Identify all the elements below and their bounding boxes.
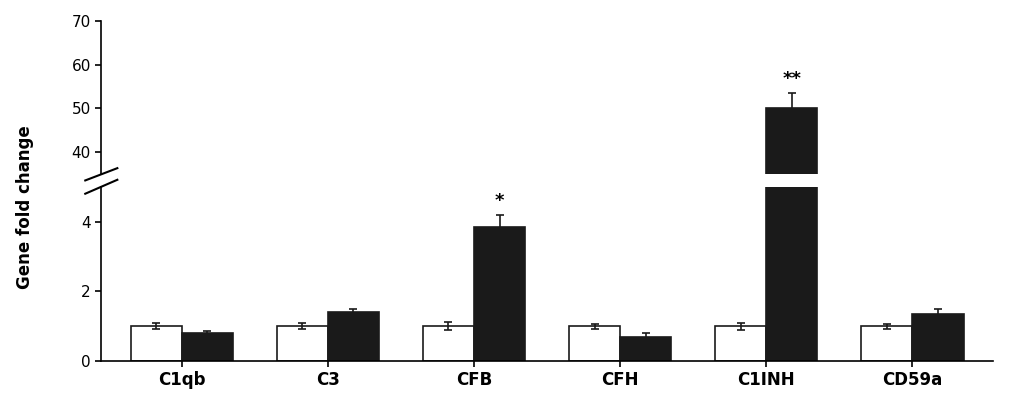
Bar (861, 323, 913, 328)
Bar (474, 227, 525, 361)
Bar (766, 108, 817, 328)
Bar (569, 323, 620, 328)
Bar (328, 312, 379, 361)
Bar (328, 322, 379, 328)
Bar (422, 323, 474, 328)
Text: **: ** (782, 70, 801, 88)
Bar (620, 325, 672, 328)
Bar (131, 323, 181, 328)
Text: *: * (494, 193, 504, 210)
Bar (861, 326, 913, 361)
Bar (181, 333, 233, 361)
Bar (715, 323, 766, 328)
Bar (913, 322, 963, 328)
Bar (569, 326, 620, 361)
Bar (181, 325, 233, 328)
Bar (277, 326, 328, 361)
Bar (474, 311, 525, 328)
Bar (766, 0, 817, 361)
Bar (277, 323, 328, 328)
Bar (131, 326, 181, 361)
Text: Gene fold change: Gene fold change (16, 126, 34, 289)
Bar (422, 326, 474, 361)
Bar (715, 326, 766, 361)
Bar (620, 337, 672, 361)
Bar (913, 314, 963, 361)
